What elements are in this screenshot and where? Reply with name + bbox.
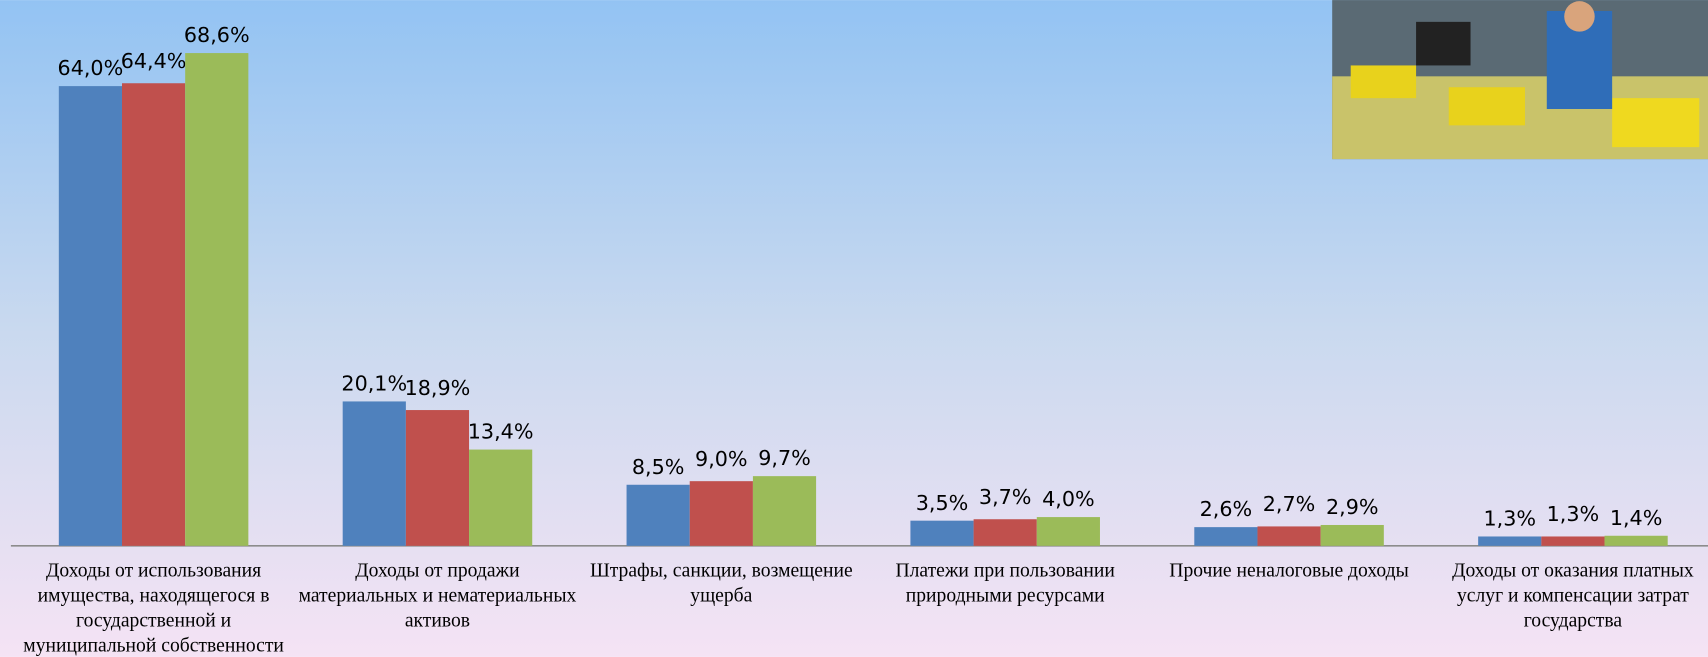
value-label: 9,0% [695,447,748,471]
value-label: 9,7% [758,446,811,470]
category-label-box: Доходы от использования имущества, наход… [23,558,284,656]
category-label: Прочие неналоговые доходы [1169,558,1409,581]
bar [58,86,122,546]
value-label: 3,7% [979,485,1032,509]
bar [1320,524,1384,546]
category-label: Доходы от оказания платных услуг и компе… [1452,558,1694,631]
bar [752,476,817,546]
bar [973,519,1037,546]
value-label: 2,7% [1263,492,1316,516]
category-label: Штрафы, санкции, возмещение ущерба [589,558,853,606]
value-label: 1,3% [1547,502,1600,526]
bar [185,53,249,546]
category-label: Доходы от продажи материальных и нематер… [298,558,577,631]
bar [910,520,974,546]
value-label: 8,5% [632,455,685,479]
category-label: Платежи при пользовании природными ресур… [895,558,1115,606]
category-label-box: Штрафы, санкции, возмещение ущерба [589,558,853,606]
value-label: 64,4% [121,49,187,73]
value-label: 20,1% [341,372,407,396]
category-label: Доходы от использования имущества, наход… [23,558,284,656]
photo [1332,0,1708,160]
bar [469,449,533,546]
value-label: 3,5% [916,491,969,515]
value-label: 64,0% [58,56,124,80]
bar [122,83,186,546]
bar [1541,536,1605,546]
value-label: 1,4% [1610,506,1663,530]
category-label-box: Платежи при пользовании природными ресур… [895,558,1115,606]
bar [1257,526,1321,546]
bar [1194,527,1258,546]
value-label: 2,6% [1200,497,1253,521]
value-label: 68,6% [184,23,250,47]
category-label-box: Доходы от продажи материальных и нематер… [298,558,577,631]
bar [626,484,690,546]
bar [342,401,406,546]
category-label-box: Доходы от оказания платных услуг и компе… [1452,558,1694,631]
value-label: 4,0% [1042,487,1095,511]
bar [1604,535,1668,546]
bar [405,410,470,546]
value-label: 18,9% [405,376,471,400]
bar [689,481,753,546]
bar [1478,536,1542,546]
category-label-box: Прочие неналоговые доходы [1169,558,1409,581]
value-label: 13,4% [468,420,534,444]
value-label: 2,9% [1326,495,1379,519]
value-label: 1,3% [1483,507,1536,531]
bar [1036,517,1100,546]
